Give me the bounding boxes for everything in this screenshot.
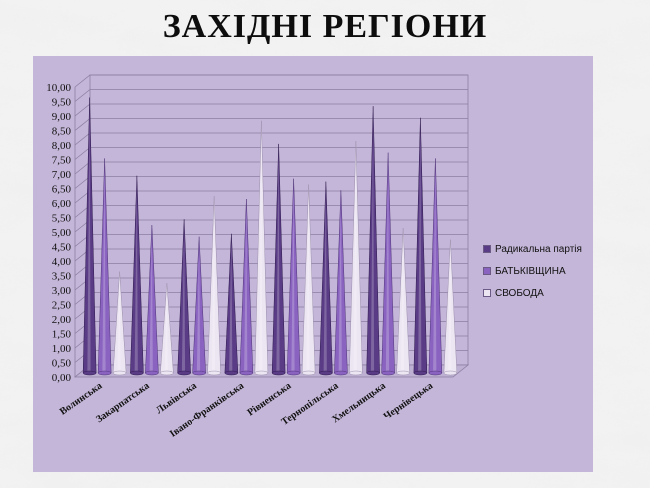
cone-mark (112, 271, 127, 376)
y-tick-label: 1,50 (52, 329, 72, 341)
legend-item: БАТЬКІВЩИНА (483, 260, 582, 282)
y-tick-label: 3,50 (52, 271, 72, 283)
chart-legend: Радикальна партія БАТЬКІВЩИНА СВОБОДА (483, 238, 582, 304)
cone-mark (271, 143, 286, 376)
y-tick-label: 5,50 (52, 213, 72, 225)
legend-swatch (483, 289, 491, 297)
category-label: Рівненська (246, 380, 294, 418)
gridline (74, 190, 468, 204)
y-tick-label: 0,00 (52, 372, 72, 384)
y-tick-label: 9,50 (52, 97, 72, 109)
category-label: Чернівецька (382, 380, 435, 422)
cone-mark (396, 227, 410, 376)
legend-item: СВОБОДА (483, 282, 582, 304)
y-tick-label: 9,00 (52, 111, 72, 123)
gridline (74, 219, 468, 233)
y-axis-ticks: 0,00 0,50 1,00 1,50 2,00 2,50 3,00 3,50 4,00 4,50… (46, 82, 71, 384)
cone-mark (334, 190, 348, 376)
y-tick-label: 3,00 (52, 285, 72, 297)
category-label: Закарпатська (94, 380, 151, 425)
legend-swatch (483, 267, 491, 275)
legend-label: БАТЬКІВЩИНА (495, 265, 566, 277)
cone-chart: 0,00 0,50 1,00 1,50 2,00 2,50 3,00 3,50 4,00 4,50… (46, 74, 470, 440)
cone-mark (349, 140, 363, 376)
y-tick-label: 5,00 (52, 227, 72, 239)
gridline (74, 118, 468, 131)
y-tick-label: 7,50 (52, 155, 72, 167)
cone-mark (319, 181, 333, 376)
cone-mark (366, 106, 380, 376)
legend-swatch (483, 245, 491, 253)
y-tick-label: 10,00 (46, 82, 71, 94)
y-tick-label: 7,00 (52, 169, 72, 181)
cone-mark (82, 97, 97, 376)
cone-series (82, 97, 458, 376)
cone-mark (97, 158, 112, 376)
cone-mark (207, 196, 221, 376)
y-tick-label: 4,50 (52, 242, 72, 254)
legend-label: Радикальна партія (495, 243, 582, 255)
y-tick-label: 0,50 (52, 358, 72, 370)
cone-mark (443, 239, 458, 376)
y-tick-label: 4,00 (52, 256, 72, 268)
cone-mark (254, 120, 269, 376)
cone-mark (413, 117, 428, 376)
cone-mark (130, 175, 144, 376)
cone-mark (428, 158, 443, 376)
category-label: Волинська (58, 380, 104, 417)
gridline (74, 234, 468, 247)
slide-title: ЗАХІДНІ РЕГІОНИ (162, 8, 488, 45)
legend-item: Радикальна партія (483, 238, 582, 260)
y-tick-label: 2,50 (52, 300, 72, 312)
y-tick-label: 1,00 (52, 343, 72, 355)
cone-mark (381, 152, 395, 376)
y-tick-label: 2,00 (52, 314, 72, 326)
y-tick-label: 6,00 (52, 198, 72, 210)
y-tick-label: 8,50 (52, 126, 72, 138)
legend-label: СВОБОДА (495, 287, 544, 299)
chart-panel: 0,00 0,50 1,00 1,50 2,00 2,50 3,00 3,50 4,00 4,50… (33, 56, 593, 472)
y-tick-label: 8,00 (52, 140, 72, 152)
category-label: Львівська (154, 380, 199, 416)
y-tick-label: 6,50 (52, 184, 72, 196)
cone-mark (301, 184, 316, 376)
cone-mark (177, 219, 191, 376)
cone-mark (286, 178, 301, 376)
gridline (74, 176, 468, 189)
gridline (74, 89, 468, 102)
cone-mark (160, 283, 174, 376)
cone-mark (192, 236, 206, 376)
gridline (74, 103, 468, 117)
cone-mark (239, 198, 254, 376)
cone-mark (224, 233, 239, 376)
cone-mark (145, 225, 159, 376)
gridline (74, 147, 468, 160)
gridline (74, 161, 468, 175)
gridline (74, 205, 468, 218)
gridline (74, 132, 468, 146)
gridline (74, 74, 468, 88)
